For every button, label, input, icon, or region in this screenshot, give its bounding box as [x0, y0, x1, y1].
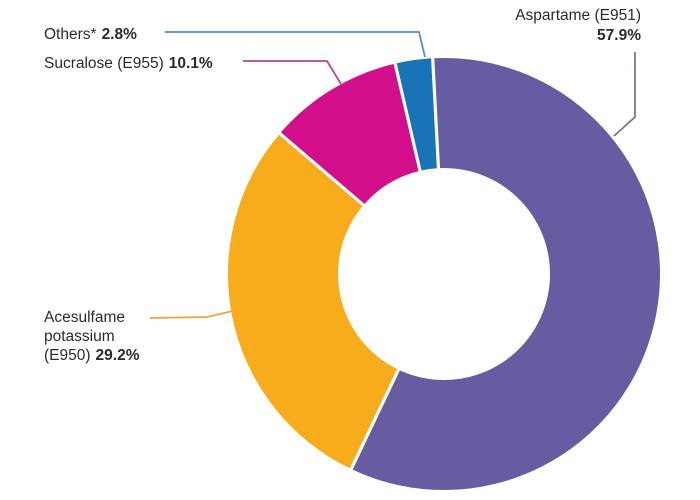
- label-aspartame: Aspartame (E951) 57.9%: [515, 6, 641, 46]
- slice-divider: [277, 131, 366, 208]
- label-others: Others* 2.8%: [44, 25, 137, 44]
- leader-sucralose: [243, 60, 342, 85]
- label-acesulfame-value: 29.2%: [95, 347, 140, 364]
- leader-acesulfame: [149, 310, 234, 319]
- slice-divider: [349, 367, 401, 472]
- label-acesulfame-name-line1: Acesulfame: [44, 309, 125, 326]
- label-aspartame-value: 57.9%: [597, 27, 641, 44]
- label-acesulfame: Acesulfame potassium (E950) 29.2%: [44, 308, 139, 365]
- slice-aspartame-e951: [351, 58, 660, 491]
- label-others-value: 2.8%: [101, 26, 137, 43]
- label-sucralose-value: 10.1%: [168, 55, 213, 72]
- label-acesulfame-name-line3: (E950) 29.2%: [44, 346, 139, 365]
- label-sucralose: Sucralose (E955) 10.1%: [44, 54, 213, 73]
- slice-acesulfame-potassium-e950: [227, 133, 399, 470]
- slice-others: [395, 58, 439, 171]
- slice-divider: [393, 61, 422, 173]
- label-others-name: Others*: [44, 26, 97, 43]
- slice-sucralose-e955: [279, 63, 421, 206]
- label-acesulfame-name-line2: potassium: [44, 328, 115, 345]
- label-aspartame-name: Aspartame (E951): [515, 7, 641, 24]
- leader-others: [165, 31, 426, 58]
- slice-divider: [431, 56, 441, 170]
- leader-aspartame: [613, 52, 636, 137]
- label-acesulfame-ecode: (E950): [44, 347, 91, 364]
- label-sucralose-name: Sucralose (E955): [44, 55, 164, 72]
